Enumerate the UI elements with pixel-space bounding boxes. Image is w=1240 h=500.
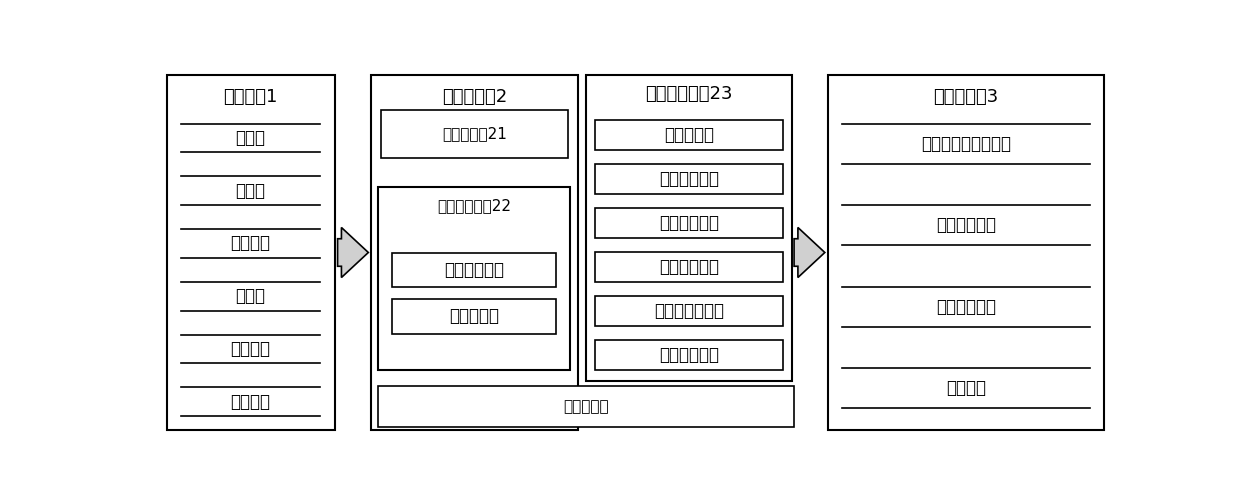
Text: 场景应用层3: 场景应用层3 — [934, 88, 998, 106]
FancyBboxPatch shape — [595, 340, 782, 370]
FancyBboxPatch shape — [378, 187, 570, 370]
Text: 安全分析: 安全分析 — [946, 379, 986, 397]
FancyBboxPatch shape — [595, 296, 782, 326]
Text: 数据挖掘算法: 数据挖掘算法 — [658, 170, 719, 188]
FancyBboxPatch shape — [371, 76, 578, 430]
Text: 关联分析引擎: 关联分析引擎 — [658, 258, 719, 276]
Text: 异常检测引擎: 异常检测引擎 — [658, 214, 719, 232]
Text: 资产信息: 资产信息 — [231, 340, 270, 358]
FancyBboxPatch shape — [392, 252, 556, 288]
Text: 结构化存储: 结构化存储 — [663, 126, 714, 144]
Polygon shape — [794, 228, 825, 278]
FancyBboxPatch shape — [595, 164, 782, 194]
Text: 流数据: 流数据 — [236, 287, 265, 305]
FancyBboxPatch shape — [595, 252, 782, 282]
Text: 解析与处理层22: 解析与处理层22 — [436, 198, 511, 213]
Text: 大数据平台: 大数据平台 — [563, 399, 609, 414]
Text: 实时规则解析: 实时规则解析 — [444, 261, 503, 279]
Text: 智能根因分析: 智能根因分析 — [936, 298, 996, 316]
Text: 相似度分析算法: 相似度分析算法 — [653, 302, 724, 320]
Text: 智能异常检测: 智能异常检测 — [936, 216, 996, 234]
Text: 数据平台层2: 数据平台层2 — [441, 88, 507, 106]
Text: 数据库: 数据库 — [236, 182, 265, 200]
Text: 风险评分算法: 风险评分算法 — [658, 346, 719, 364]
FancyBboxPatch shape — [392, 299, 556, 334]
FancyBboxPatch shape — [595, 208, 782, 238]
Text: 数据采集层21: 数据采集层21 — [443, 126, 507, 142]
FancyBboxPatch shape — [828, 76, 1105, 430]
Text: 数据源层1: 数据源层1 — [223, 88, 278, 106]
Text: 情报信息: 情报信息 — [231, 392, 270, 410]
Text: 统一标准化: 统一标准化 — [449, 307, 498, 325]
Text: 网络设备: 网络设备 — [231, 234, 270, 252]
FancyBboxPatch shape — [585, 76, 792, 382]
FancyBboxPatch shape — [595, 120, 782, 150]
Text: 数据库性能智能诊断: 数据库性能智能诊断 — [921, 134, 1011, 152]
Polygon shape — [337, 228, 368, 278]
FancyBboxPatch shape — [378, 386, 794, 426]
Text: 服务器: 服务器 — [236, 129, 265, 147]
Text: 存储与分析层23: 存储与分析层23 — [645, 85, 733, 103]
FancyBboxPatch shape — [381, 110, 568, 158]
FancyBboxPatch shape — [166, 76, 335, 430]
